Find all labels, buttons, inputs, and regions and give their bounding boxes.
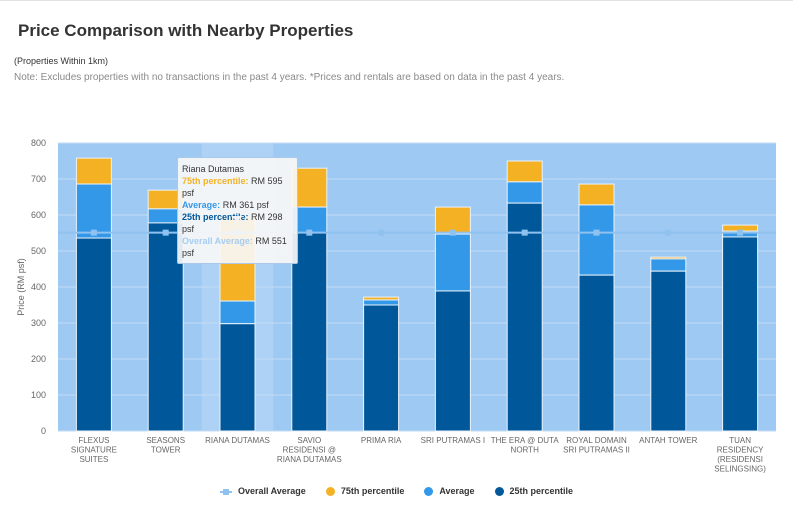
legend-item-75th-percentile[interactable]: 75th percentile [325,486,405,496]
chart-title: Price Comparison with Nearby Properties [18,21,354,40]
y-tick-label: 0 [41,426,46,436]
bar-stack[interactable] [650,256,687,432]
overall-average-marker[interactable] [593,229,600,236]
y-axis-label: Price (RM psf) [16,258,26,316]
x-tick-label: TUAN RESIDENCY (RESIDENSI SELINGSING) [714,436,766,474]
overall-average-marker[interactable] [737,229,744,236]
y-tick-label: 200 [31,354,46,364]
x-tick-label: SRI PUTRAMAS I [421,436,485,445]
x-tick-label: SEASONS TOWER [146,436,185,455]
x-tick-label: ANTAH TOWER [639,436,697,445]
chart-legend: Overall Average 75th percentile Average … [0,486,793,496]
overall-average-marker[interactable] [521,229,528,236]
y-tick-label: 100 [31,390,46,400]
bar-stack[interactable] [363,296,400,432]
tooltip-overall-label: Overall Average: [182,236,253,246]
bar-75th-percentile[interactable] [506,160,543,183]
bar-average[interactable] [363,299,400,306]
y-tick-label: 400 [31,282,46,292]
bar-stack[interactable] [722,224,759,432]
y-tick-label: 600 [31,210,46,220]
chart-subtitle: (Properties Within 1km) [14,56,109,66]
bar-stack[interactable] [578,183,615,432]
overall-average-marker[interactable] [306,229,313,236]
bar-75th-percentile[interactable] [75,157,112,185]
y-tick-label: 800 [31,138,46,148]
bar-25th-percentile[interactable] [75,237,112,432]
bar-25th-percentile[interactable] [506,202,543,432]
x-tick-label: PRIMA RIA [361,436,402,445]
x-tick-label: SAVIO RESIDENSI @ RIANA DUTAMAS [277,436,342,464]
bar-25th-percentile[interactable] [722,236,759,432]
tooltip-avg-label: Average: [182,200,221,210]
bar-25th-percentile[interactable] [650,270,687,432]
bar-average[interactable] [219,300,256,325]
tooltip-p25-value: RM 298 psf [182,212,283,234]
hover-tooltip: Riana Dutamas 75th percentile: RM 595 ps… [177,157,298,264]
chart-note: Note: Excludes properties with no transa… [14,72,565,83]
circle-marker-icon [325,486,335,496]
legend-item-25th-percentile[interactable]: 25th percentile [494,486,574,496]
circle-marker-icon [494,486,504,496]
bar-25th-percentile[interactable] [434,290,471,432]
bar-stack[interactable] [75,157,112,432]
y-tick-label: 300 [31,318,46,328]
tooltip-p75-label: 75th percentile: [182,176,249,186]
bar-average[interactable] [506,181,543,204]
tooltip-p25-label: 25th percentile: [182,212,249,222]
legend-label: 75th percentile [340,486,405,496]
bar-75th-percentile[interactable] [434,206,471,235]
x-tick-label: FLEXUS SIGNATURE SUITES [71,436,117,464]
legend-label: 25th percentile [509,486,574,496]
tooltip-row-p25: 25th percentile: RM 298 psf [182,211,293,235]
legend-item-average[interactable]: Average [424,486,475,496]
tooltip-p75-value: RM 595 psf [182,176,283,198]
bar-average[interactable] [434,233,471,292]
line-marker-icon [219,487,232,496]
bar-25th-percentile[interactable] [291,232,328,432]
bar-stack[interactable] [506,160,543,432]
tooltip-avg-value: RM 361 psf [222,200,269,210]
overall-average-marker[interactable] [162,229,169,236]
legend-label: Average [439,486,475,496]
tooltip-arrow [231,216,243,222]
overall-average-marker[interactable] [378,229,385,236]
tooltip-row-p75: 75th percentile: RM 595 psf [182,175,293,199]
bar-average[interactable] [578,204,615,276]
y-tick-label: 700 [31,174,46,184]
x-tick-label: RIANA DUTAMAS [205,436,270,445]
circle-marker-icon [424,486,434,496]
legend-label: Overall Average [237,486,306,496]
x-tick-label: THE ERA @ DUTA NORTH [491,436,560,455]
bar-average[interactable] [650,258,687,272]
y-tick-label: 500 [31,246,46,256]
overall-average-marker[interactable] [449,229,456,236]
tooltip-row-avg: Average: RM 361 psf [182,199,293,211]
bar-25th-percentile[interactable] [363,304,400,432]
legend-item-overall-average[interactable]: Overall Average [219,486,306,496]
x-tick-label: ROYAL DOMAIN SRI PUTRAMAS II [563,436,630,455]
tooltip-title: Riana Dutamas [182,164,245,174]
bar-stack[interactable] [434,206,471,432]
overall-average-marker[interactable] [665,229,672,236]
x-axis-labels: FLEXUS SIGNATURE SUITES SEASONS TOWER RIANA D… [71,436,766,474]
bar-25th-percentile[interactable] [219,323,256,432]
tooltip-overall-value: RM 551 psf [182,236,287,258]
overall-average-marker[interactable] [90,229,97,236]
tooltip-row-overall: Overall Average: RM 551 psf [182,235,293,259]
top-divider [0,0,793,1]
bar-25th-percentile[interactable] [578,274,615,432]
y-axis-ticks: 0 100 200 300 400 500 600 700 800 [31,138,46,436]
bar-75th-percentile[interactable] [578,183,615,206]
